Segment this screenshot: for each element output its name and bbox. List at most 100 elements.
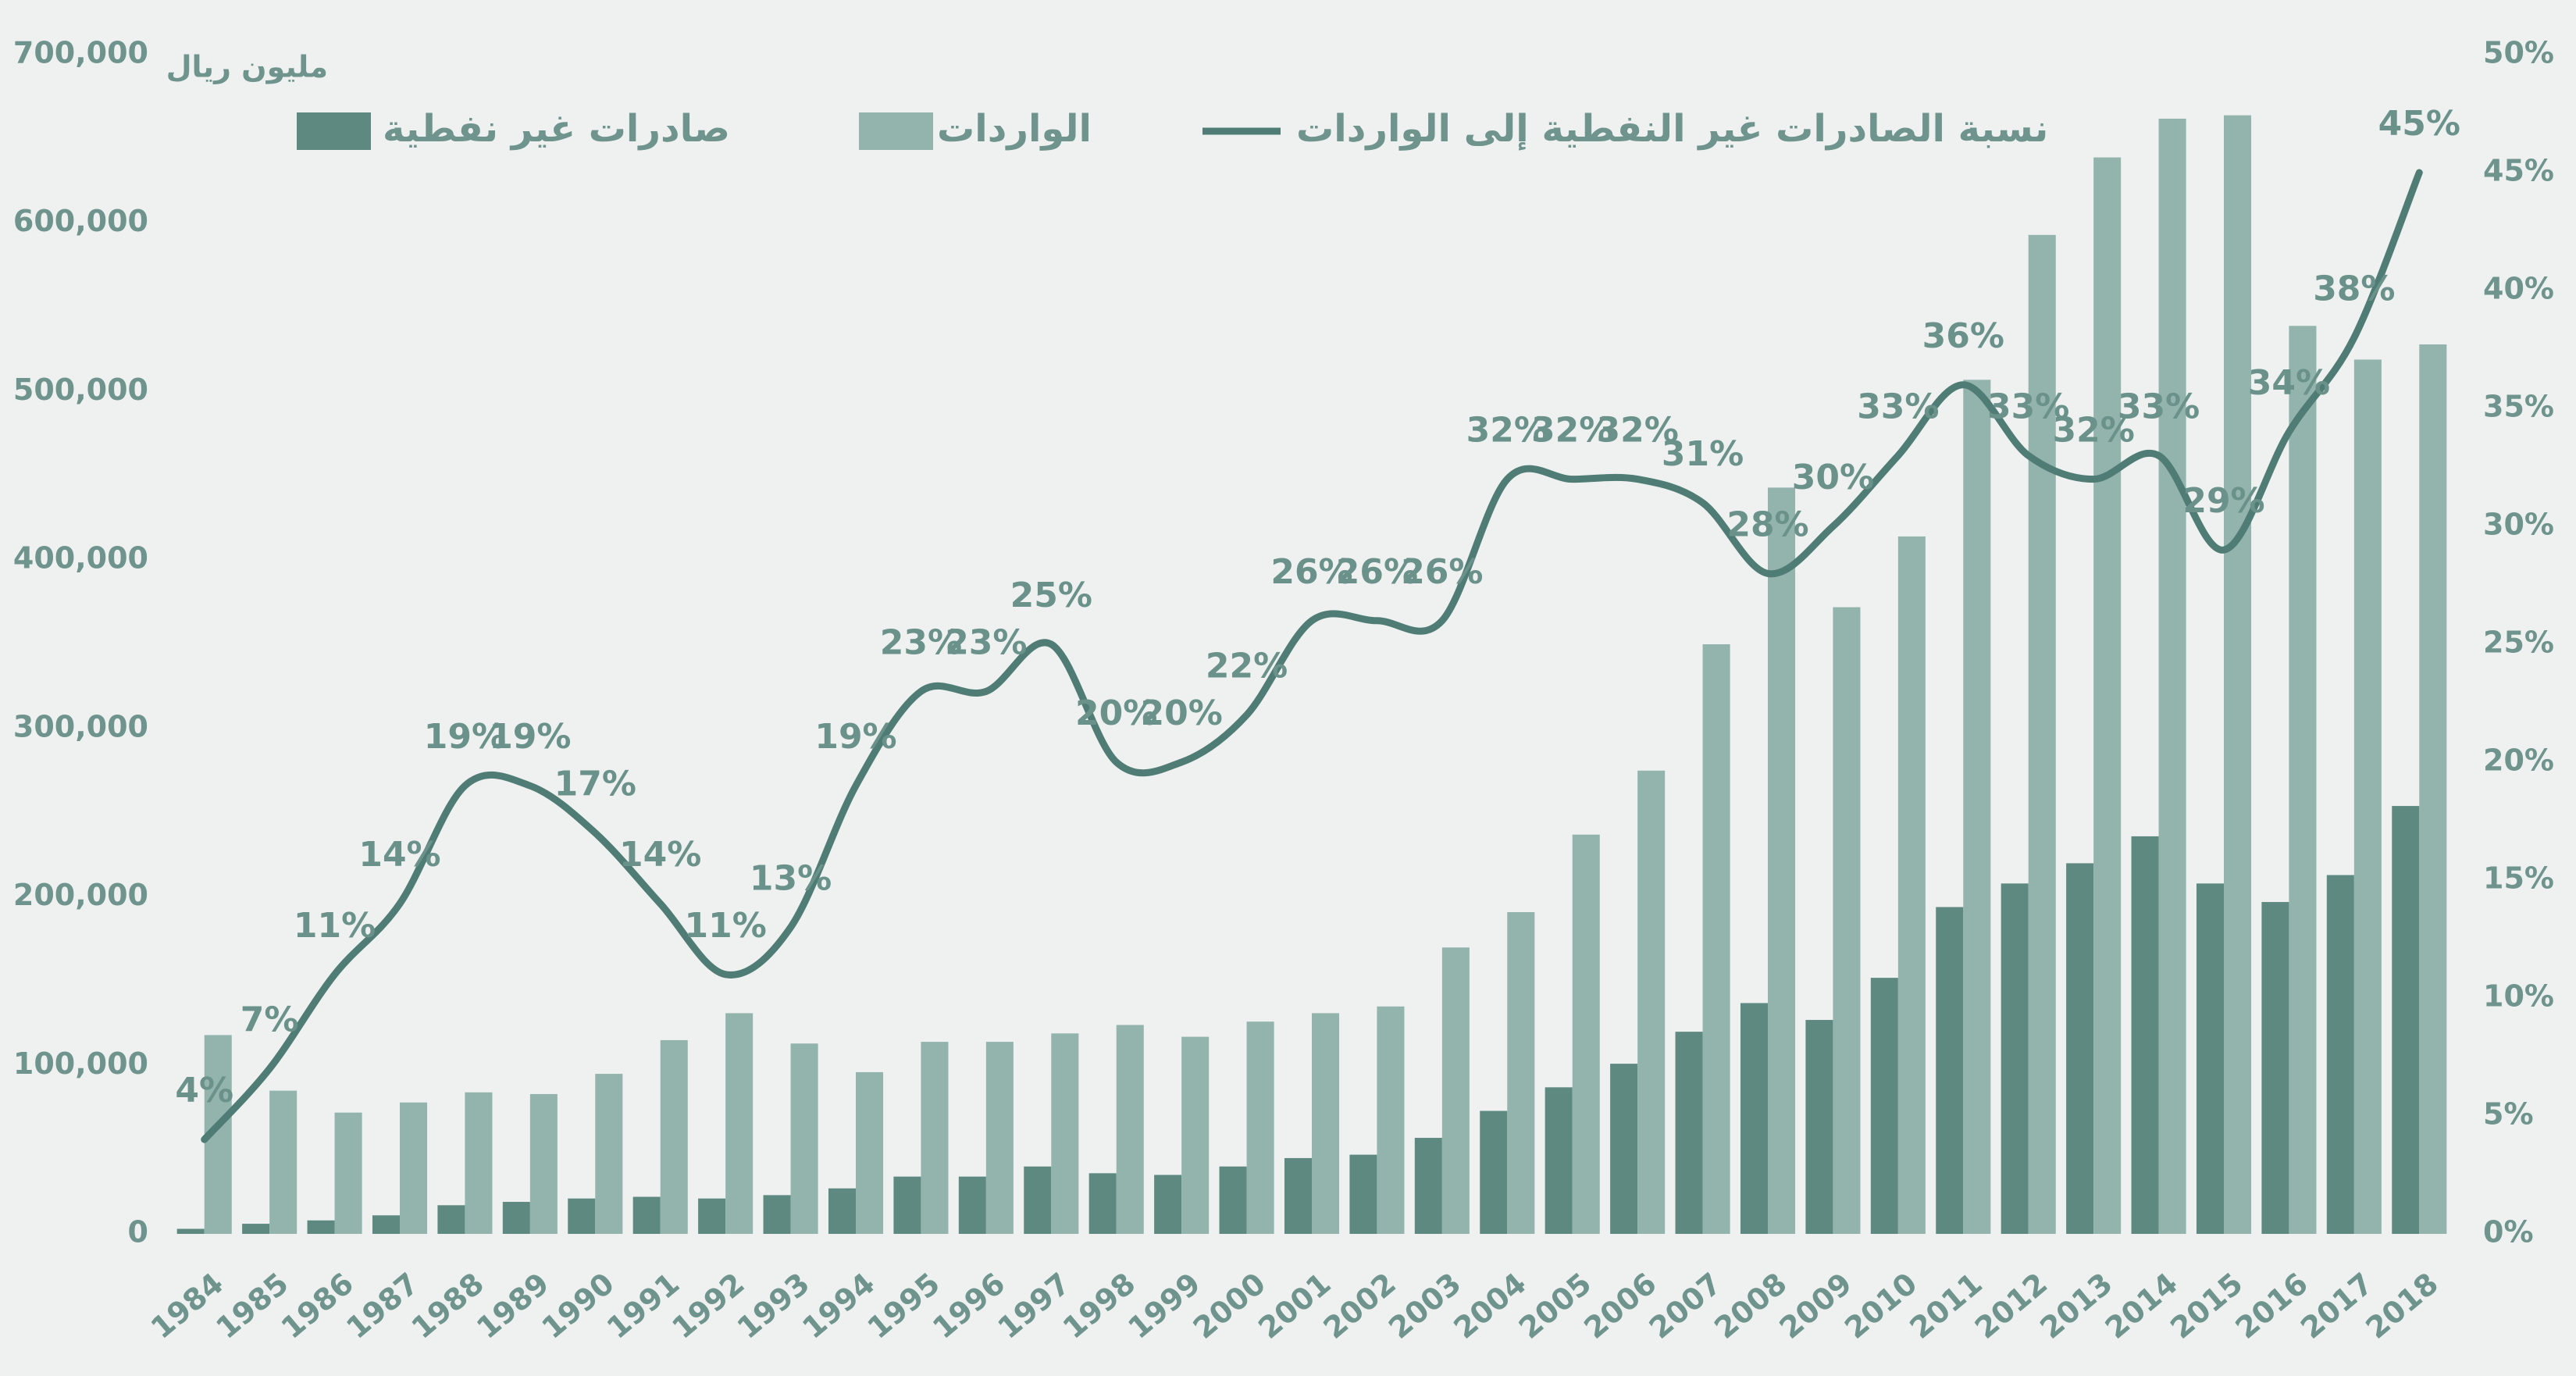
bar bbox=[2131, 836, 2159, 1234]
y-tick-label: 300,000 bbox=[13, 709, 148, 743]
bar bbox=[985, 1042, 1014, 1234]
data-label: 22% bbox=[1206, 647, 1288, 686]
bar bbox=[790, 1043, 818, 1234]
data-label: 13% bbox=[750, 858, 832, 898]
bar bbox=[828, 1188, 856, 1234]
bar bbox=[1480, 1110, 1508, 1234]
legend-label: صادرات غير نفطية bbox=[383, 107, 730, 151]
bar bbox=[1284, 1157, 1312, 1234]
y2-tick-label: 15% bbox=[2483, 861, 2554, 896]
bar bbox=[1441, 947, 1470, 1234]
y-tick-label: 100,000 bbox=[13, 1046, 148, 1081]
bar bbox=[1246, 1021, 1274, 1234]
y2-tick-label: 45% bbox=[2483, 154, 2554, 188]
bar bbox=[1702, 644, 1730, 1234]
bar bbox=[568, 1198, 596, 1234]
bar bbox=[1610, 1064, 1638, 1234]
data-label: 20% bbox=[1075, 693, 1157, 733]
bar bbox=[2001, 883, 2029, 1234]
data-label: 32% bbox=[1596, 411, 1678, 451]
bar bbox=[2326, 875, 2354, 1234]
data-label: 32% bbox=[1466, 411, 1548, 451]
data-label: 19% bbox=[814, 717, 896, 757]
bar bbox=[1936, 907, 1964, 1234]
data-label: 11% bbox=[684, 906, 766, 946]
data-label: 14% bbox=[358, 835, 440, 875]
bar bbox=[1116, 1025, 1144, 1234]
data-label: 23% bbox=[945, 622, 1027, 662]
y2-tick-label: 25% bbox=[2483, 626, 2554, 660]
data-label: 30% bbox=[1792, 458, 1874, 497]
data-label: 33% bbox=[1987, 387, 2069, 426]
bar bbox=[660, 1039, 688, 1234]
bar bbox=[958, 1176, 986, 1234]
data-label: 31% bbox=[1662, 434, 1744, 474]
y-tick-label: 200,000 bbox=[13, 878, 148, 912]
data-label: 45% bbox=[2378, 104, 2460, 144]
legend-label: نسبة الصادرات غير النفطية إلى الواردات bbox=[1296, 107, 2048, 151]
y-tick-label: 0 bbox=[128, 1215, 148, 1249]
y2-tick-label: 35% bbox=[2483, 390, 2554, 424]
bar bbox=[242, 1224, 270, 1234]
data-label: 32% bbox=[2052, 411, 2134, 451]
bar bbox=[1675, 1032, 1703, 1234]
bar bbox=[334, 1112, 362, 1234]
bar bbox=[269, 1090, 298, 1234]
data-label: 34% bbox=[2248, 363, 2330, 403]
bar bbox=[1637, 770, 1666, 1234]
data-label: 17% bbox=[554, 765, 636, 804]
data-label: 36% bbox=[1922, 316, 2004, 356]
data-label: 19% bbox=[424, 717, 506, 757]
data-label: 33% bbox=[2118, 387, 2200, 426]
bar bbox=[1572, 834, 1600, 1234]
bar bbox=[1507, 911, 1535, 1234]
bar bbox=[698, 1198, 726, 1234]
bar bbox=[632, 1196, 661, 1234]
y2-tick-label: 50% bbox=[2483, 36, 2554, 70]
bar bbox=[2224, 115, 2252, 1235]
bar bbox=[2261, 902, 2289, 1234]
bar bbox=[2158, 118, 2186, 1234]
bar bbox=[1870, 978, 1898, 1234]
bar bbox=[893, 1176, 921, 1234]
y-tick-label: 500,000 bbox=[13, 373, 148, 407]
bar bbox=[2289, 326, 2317, 1234]
y2-tick-label: 5% bbox=[2483, 1097, 2534, 1132]
data-label: 20% bbox=[1140, 693, 1222, 733]
bar bbox=[2028, 234, 2056, 1234]
data-label: 25% bbox=[1010, 576, 1092, 615]
data-label: 32% bbox=[1531, 411, 1613, 451]
data-label: 26% bbox=[1401, 552, 1483, 592]
bar bbox=[465, 1092, 493, 1234]
bar bbox=[1414, 1138, 1442, 1234]
data-label: 26% bbox=[1336, 552, 1418, 592]
data-label: 11% bbox=[294, 906, 376, 946]
bar bbox=[2093, 157, 2122, 1235]
bar bbox=[2066, 863, 2094, 1234]
data-label: 23% bbox=[880, 622, 962, 662]
bar bbox=[1897, 536, 1926, 1234]
y-tick-label: 400,000 bbox=[13, 541, 148, 576]
data-label: 28% bbox=[1726, 504, 1808, 544]
bar bbox=[1963, 380, 1991, 1234]
bar bbox=[763, 1195, 791, 1234]
data-label: 29% bbox=[2182, 481, 2264, 521]
bar bbox=[437, 1205, 465, 1234]
bar bbox=[1051, 1033, 1079, 1234]
bar bbox=[1219, 1166, 1247, 1234]
y-tick-label: 600,000 bbox=[13, 204, 148, 238]
data-label: 33% bbox=[1857, 387, 1939, 426]
legend-swatch bbox=[297, 112, 371, 150]
bar bbox=[1088, 1173, 1117, 1234]
bar bbox=[2392, 806, 2420, 1234]
bar bbox=[856, 1071, 884, 1234]
legend-swatch bbox=[859, 112, 933, 150]
data-label: 26% bbox=[1270, 552, 1352, 592]
bar bbox=[176, 1228, 205, 1234]
bar bbox=[400, 1102, 428, 1234]
bar bbox=[1181, 1036, 1210, 1234]
y2-tick-label: 30% bbox=[2483, 508, 2554, 542]
y2-tick-label: 40% bbox=[2483, 272, 2554, 306]
bar bbox=[1740, 1003, 1768, 1234]
